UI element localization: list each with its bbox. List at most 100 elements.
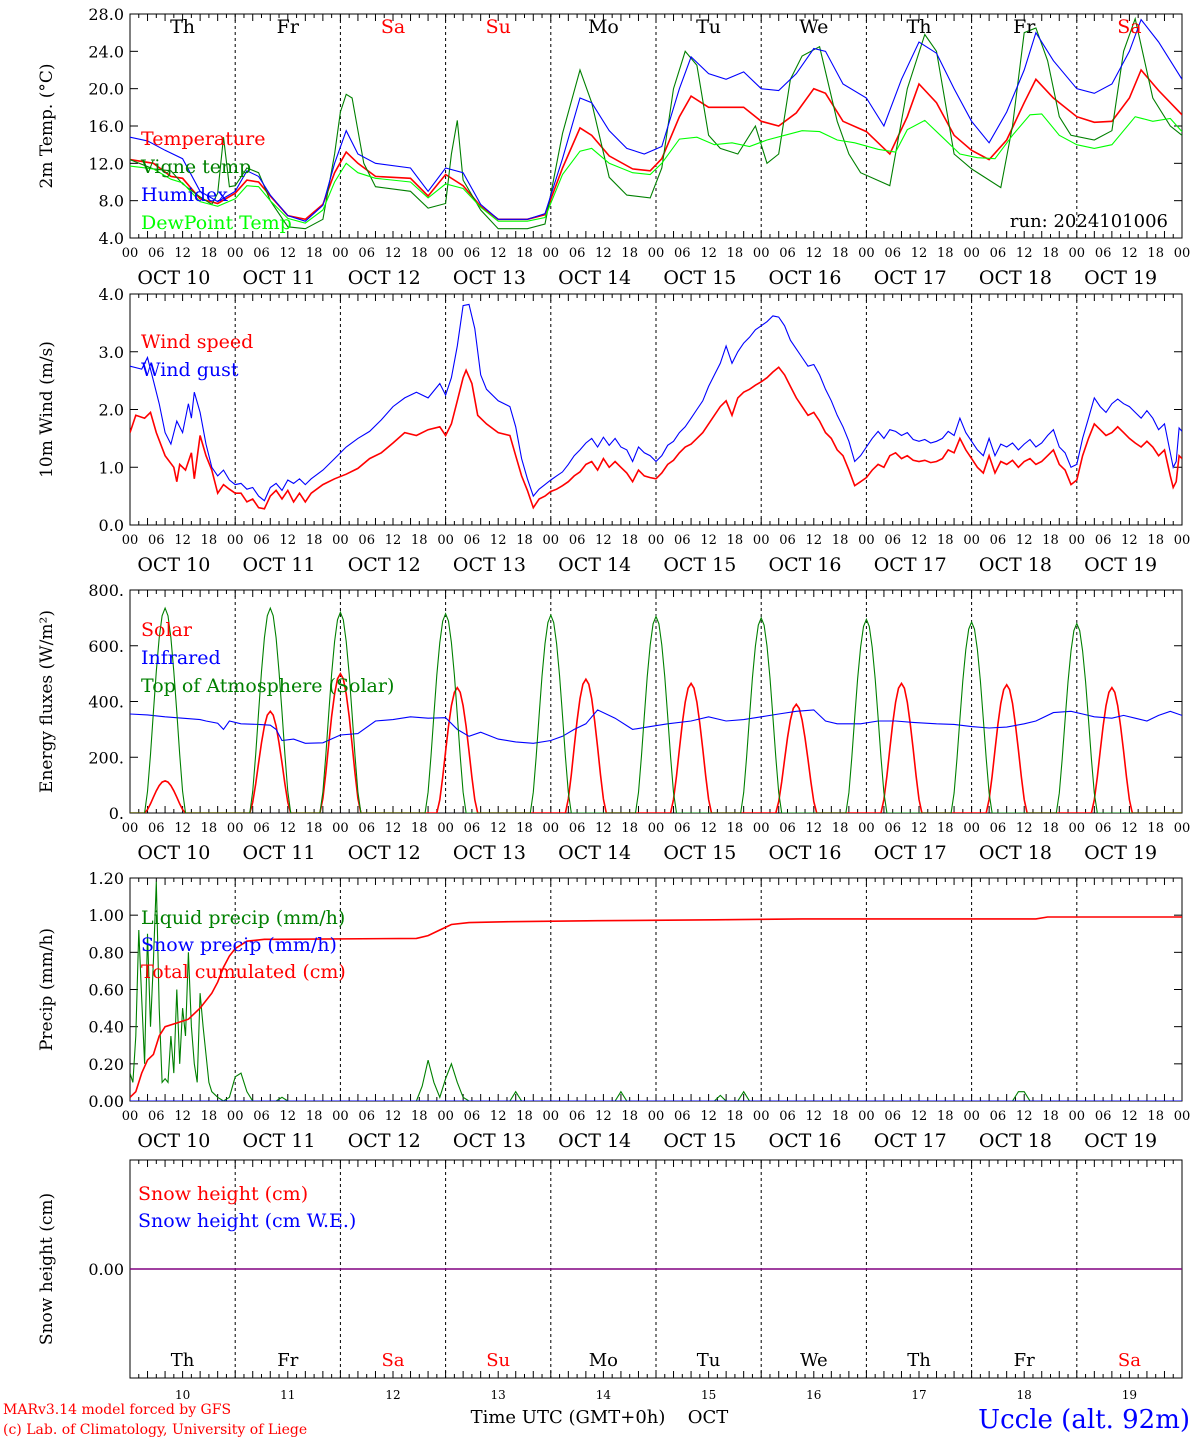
hour-label: 06 xyxy=(779,821,796,836)
hour-label: 12 xyxy=(1121,821,1138,836)
y-tick-label: 12.0 xyxy=(88,154,124,173)
hour-label: 18 xyxy=(832,246,849,261)
hour-label: 06 xyxy=(148,1109,165,1124)
hour-label: 12 xyxy=(490,246,507,261)
day-of-week-label: Mo xyxy=(588,16,619,38)
y-tick-label: 0.0 xyxy=(99,516,124,535)
hour-label: 18 xyxy=(201,1109,218,1124)
hour-label: 06 xyxy=(1095,821,1112,836)
date-label: OCT 19 xyxy=(1084,842,1157,864)
hour-label: 18 xyxy=(727,821,744,836)
hour-label: 00 xyxy=(753,246,770,261)
hour-label: 18 xyxy=(937,533,954,548)
date-label: OCT 18 xyxy=(979,842,1052,864)
hour-label: 12 xyxy=(385,533,402,548)
day-of-week-label: Sa xyxy=(381,16,405,38)
date-number-label: 17 xyxy=(911,1388,926,1402)
hour-label: 06 xyxy=(884,1109,901,1124)
hour-label: 06 xyxy=(884,821,901,836)
date-label: OCT 13 xyxy=(453,842,526,864)
legend-entry: Humidex xyxy=(141,184,228,206)
legend-entry: DewPoint Temp xyxy=(141,212,292,234)
y-tick-label: 2.0 xyxy=(99,401,124,420)
series-line-infrared xyxy=(130,709,1182,744)
date-label: OCT 15 xyxy=(663,842,736,864)
hour-label: 06 xyxy=(779,246,796,261)
run-label: run: 2024101006 xyxy=(1010,211,1168,232)
hour-label: 06 xyxy=(779,1109,796,1124)
plot-frame xyxy=(129,589,1183,814)
hour-label: 00 xyxy=(753,821,770,836)
hour-label: 00 xyxy=(858,533,875,548)
hour-label: 00 xyxy=(332,1109,349,1124)
day-of-week-label: Th xyxy=(907,1350,931,1371)
series-line-vigne-temp xyxy=(130,16,1182,230)
hour-label: 18 xyxy=(621,246,638,261)
hour-label: 12 xyxy=(490,1109,507,1124)
legend-entry: Total cumulated (cm) xyxy=(141,961,346,983)
hour-label: 06 xyxy=(884,246,901,261)
hour-label: 18 xyxy=(201,533,218,548)
hour-label: 00 xyxy=(437,533,454,548)
day-of-week-label: Sa xyxy=(381,1350,404,1371)
hour-label: 12 xyxy=(385,1109,402,1124)
hour-label: 18 xyxy=(411,246,428,261)
hour-label: 00 xyxy=(1174,533,1191,548)
legend-entry: Solar xyxy=(141,619,193,641)
hour-label: 18 xyxy=(832,821,849,836)
date-number-label: 19 xyxy=(1122,1388,1137,1402)
date-label: OCT 12 xyxy=(348,267,421,289)
date-label: OCT 11 xyxy=(243,842,316,864)
hour-label: 06 xyxy=(464,533,481,548)
panel-wind: 00 06 12 18 00 06 12 18 00 06 12 18 00 06 12 18 00 06 12 18… xyxy=(37,285,1190,576)
y-tick-label: 0.00 xyxy=(88,1092,124,1111)
date-label: OCT 19 xyxy=(1084,1130,1157,1152)
y-axis-label: 2m Temp. (°C) xyxy=(37,63,57,188)
hour-label: 12 xyxy=(174,533,191,548)
y-tick-label: 28.0 xyxy=(88,5,124,24)
hour-label: 00 xyxy=(122,246,139,261)
hour-label: 12 xyxy=(700,533,717,548)
day-of-week-label: Su xyxy=(486,1350,510,1371)
date-label: OCT 13 xyxy=(453,554,526,576)
hour-label: 00 xyxy=(332,246,349,261)
footer-lab-line: (c) Lab. of Climatology, University of L… xyxy=(3,1422,307,1438)
hour-label: 12 xyxy=(1016,821,1033,836)
legend-entry: Temperature xyxy=(141,128,265,150)
series-line-top-of-atmosphere-solar- xyxy=(130,606,1182,813)
hour-label: 18 xyxy=(621,821,638,836)
hour-label: 18 xyxy=(516,533,533,548)
hour-label: 00 xyxy=(543,246,560,261)
date-label: OCT 18 xyxy=(979,267,1052,289)
hour-label: 18 xyxy=(516,821,533,836)
day-of-week-label: Sa xyxy=(1117,16,1141,38)
y-tick-label: 3.0 xyxy=(99,343,124,362)
hour-label: 00 xyxy=(437,1109,454,1124)
hour-label: 18 xyxy=(1042,1109,1059,1124)
series-line-total-cumulated-cm- xyxy=(130,916,1182,1098)
date-number-label: 14 xyxy=(596,1388,612,1402)
hour-label: 18 xyxy=(201,246,218,261)
hour-label: 12 xyxy=(700,821,717,836)
hour-label: 12 xyxy=(911,533,928,548)
xaxis-title: Time UTC (GMT+0h) xyxy=(471,1407,666,1428)
hour-label: 06 xyxy=(674,533,691,548)
day-of-week-label: Th xyxy=(170,16,195,38)
hour-label: 12 xyxy=(1121,246,1138,261)
hour-label: 12 xyxy=(1121,533,1138,548)
hour-label: 18 xyxy=(1147,246,1164,261)
date-label: OCT 15 xyxy=(663,1130,736,1152)
hour-label: 18 xyxy=(411,1109,428,1124)
hour-label: 18 xyxy=(201,821,218,836)
hour-label: 18 xyxy=(1147,533,1164,548)
hour-label: 00 xyxy=(963,246,980,261)
hour-label: 06 xyxy=(358,246,375,261)
y-tick-label: 24.0 xyxy=(88,42,124,61)
hour-label: 12 xyxy=(1016,533,1033,548)
hour-label: 18 xyxy=(1042,533,1059,548)
hour-label: 18 xyxy=(411,821,428,836)
hour-label: 18 xyxy=(1147,1109,1164,1124)
hour-label: 12 xyxy=(280,246,297,261)
hour-label: 18 xyxy=(621,1109,638,1124)
hour-label: 12 xyxy=(1121,1109,1138,1124)
